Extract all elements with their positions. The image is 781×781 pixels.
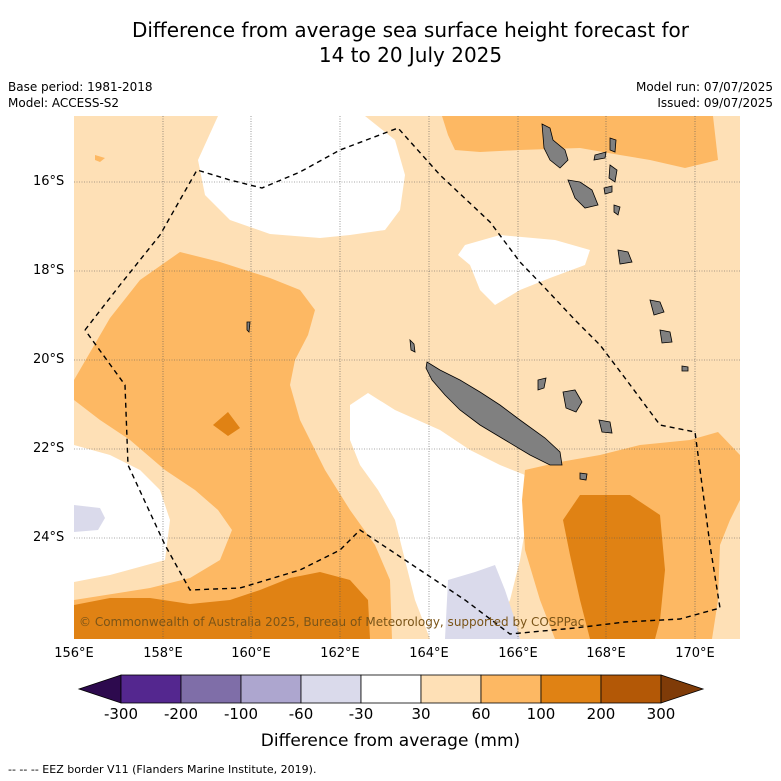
colorbar-tick-label: -60 — [288, 705, 314, 723]
lat-label-22s: 22°S — [33, 441, 65, 456]
positive-anomaly-speck — [95, 155, 105, 162]
land-masses — [246, 123, 689, 481]
lat-label-20s: 20°S — [33, 352, 65, 367]
colorbar-bin-5 — [360, 674, 422, 704]
colorbar — [77, 674, 705, 704]
lon-label-158e: 158°E — [143, 646, 183, 661]
near-average-zone-north — [198, 116, 405, 238]
strong-anomaly-spot — [213, 412, 240, 436]
colorbar-tick-label: 60 — [471, 705, 491, 723]
lat-label-18s: 18°S — [33, 263, 65, 278]
title-line-1: Difference from average sea surface heig… — [131, 18, 690, 42]
colorbar-bin-6 — [420, 674, 482, 704]
colorbar-bin-2 — [180, 674, 242, 704]
colorbar-tick-label: 100 — [526, 705, 556, 723]
lon-label-160e: 160°E — [231, 646, 271, 661]
chart-title: Difference from average sea surface heig… — [0, 18, 781, 68]
espiritu-santo — [541, 123, 569, 169]
lon-label-164e: 164°E — [409, 646, 449, 661]
strong-anomaly-southwest — [74, 572, 370, 639]
colorbar-tick-label: 30 — [411, 705, 431, 723]
lat-label-16s: 16°S — [33, 174, 65, 189]
negative-anomaly-south — [445, 565, 520, 639]
ouvea-island — [537, 377, 547, 391]
graticule — [74, 116, 740, 639]
colorbar-tick-label: 300 — [646, 705, 676, 723]
efate — [617, 249, 633, 265]
colorbar-tick-label: 200 — [586, 705, 616, 723]
colorbar-bin-3 — [240, 674, 302, 704]
colorbar-bin-4 — [300, 674, 362, 704]
meta-right: Model run: 07/07/2025 Issued: 09/07/2025 — [636, 79, 773, 111]
lon-label-166e: 166°E — [498, 646, 538, 661]
issued-date: Issued: 09/07/2025 — [657, 96, 773, 110]
near-average-zone-northeast — [458, 235, 590, 305]
malekula — [567, 179, 599, 209]
lon-label-162e: 162°E — [320, 646, 360, 661]
colorbar-bin-8 — [540, 674, 602, 704]
pentecost — [608, 164, 618, 183]
colorbar-tick-label: -300 — [103, 705, 139, 723]
lon-label-170e: 170°E — [675, 646, 715, 661]
model-run: Model run: 07/07/2025 — [635, 80, 773, 94]
colorbar-tick-label: -200 — [163, 705, 199, 723]
colorbar-bin-7 — [480, 674, 542, 704]
positive-anomaly-west — [74, 252, 392, 639]
colorbar-bin-1 — [120, 674, 182, 704]
map-field — [74, 116, 740, 639]
ambae — [593, 151, 607, 161]
lat-label-24s: 24°S — [33, 530, 65, 545]
ambrym — [603, 185, 613, 195]
positive-anomaly-north — [442, 116, 718, 168]
near-average-zone-west — [74, 445, 170, 582]
model-name: Model: ACCESS-S2 — [8, 96, 120, 110]
epi — [613, 204, 621, 216]
negative-anomaly-west — [74, 505, 105, 532]
erromango — [649, 299, 665, 316]
colorbar-tick-label: -100 — [223, 705, 259, 723]
tanna — [659, 329, 673, 344]
lon-label-168e: 168°E — [586, 646, 626, 661]
belep-islands — [409, 338, 416, 353]
colorbar-bin-9 — [600, 674, 662, 704]
isle-of-pines — [579, 472, 588, 481]
small-reef-west — [246, 321, 251, 333]
mare-island — [598, 419, 613, 434]
colorbar-tick-label: -30 — [348, 705, 374, 723]
aneityum — [681, 365, 689, 372]
colorbar-title: Difference from average (mm) — [260, 731, 521, 751]
maewo — [609, 137, 617, 153]
strong-anomaly-southeast — [563, 495, 665, 639]
copyright-notice: © Commonwealth of Australia 2025, Bureau… — [79, 615, 585, 629]
lon-label-156e: 156°E — [54, 646, 94, 661]
title-line-2: 14 to 20 July 2025 — [318, 43, 503, 67]
eez-footnote: -- -- -- EEZ border V11 (Flanders Marine… — [8, 763, 317, 776]
meta-left: Base period: 1981-2018 Model: ACCESS-S2 — [8, 79, 153, 111]
colorbar-extend-low — [77, 674, 122, 704]
new-caledonia-mainland — [425, 361, 563, 466]
base-period: Base period: 1981-2018 — [8, 80, 153, 94]
colorbar-extend-high — [660, 674, 705, 704]
lifou-island — [562, 389, 583, 413]
eez-border — [84, 127, 721, 635]
